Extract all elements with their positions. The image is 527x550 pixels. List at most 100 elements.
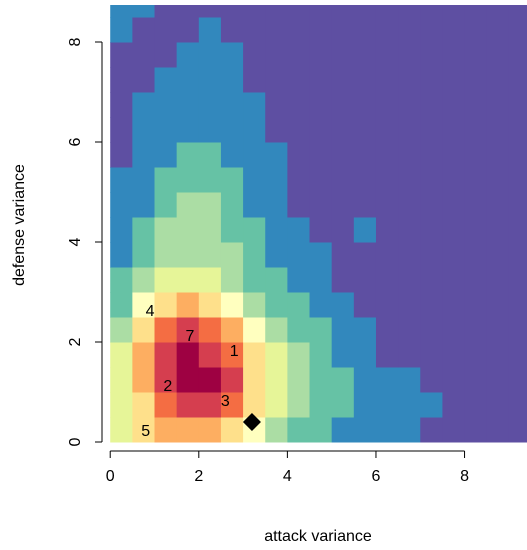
heat-cell (398, 217, 421, 243)
heat-cell (508, 167, 527, 193)
heat-cell (331, 342, 355, 368)
heat-cell (331, 5, 355, 18)
heat-cell (287, 42, 311, 68)
heat-cell (132, 92, 156, 118)
heat-cell (420, 142, 443, 168)
heat-cell (154, 342, 178, 368)
y-tick-label: 8 (67, 37, 84, 46)
heat-cell (132, 317, 156, 343)
heat-cell (132, 342, 156, 368)
heat-cell (243, 342, 266, 368)
heat-cell (486, 267, 510, 293)
heat-cell (331, 167, 355, 193)
heat-cell (309, 142, 333, 168)
heat-cell (265, 292, 288, 318)
heat-cell (287, 267, 311, 293)
heat-cell (464, 342, 488, 368)
heat-cell (176, 317, 200, 343)
heat-cell (176, 117, 200, 143)
heat-cell (198, 242, 222, 268)
heat-cell (176, 92, 200, 118)
heat-cell (132, 42, 156, 68)
heat-cell (486, 292, 510, 318)
heat-cell (398, 242, 421, 268)
heat-cell (110, 392, 133, 418)
heat-cell (508, 67, 527, 93)
heat-cell (110, 67, 133, 93)
heat-cell (442, 367, 466, 393)
heat-cell (220, 267, 244, 293)
heat-cell (309, 367, 333, 393)
heat-cell (265, 142, 288, 168)
point-label: 4 (146, 303, 155, 320)
heat-cell (486, 242, 510, 268)
heat-cell (331, 217, 355, 243)
heat-cell (309, 392, 333, 418)
diamond-marker (242, 413, 261, 431)
heat-cell (287, 142, 311, 168)
heat-cell (176, 17, 200, 43)
heat-cell (176, 217, 200, 243)
heat-cell (154, 117, 178, 143)
heat-cell (508, 217, 527, 243)
heat-cell (420, 342, 443, 368)
heat-cell (353, 417, 377, 443)
heat-cell (375, 117, 399, 143)
y-tick-label: 0 (67, 437, 84, 446)
heat-cell (265, 267, 288, 293)
heat-cell (110, 167, 133, 193)
heat-cell (464, 142, 488, 168)
heat-cell (508, 367, 527, 393)
heat-cell (353, 92, 377, 118)
heat-cell (176, 342, 200, 368)
heat-cell (176, 417, 200, 443)
heat-cell (198, 217, 222, 243)
heat-cell (398, 67, 421, 93)
heat-cell (442, 5, 466, 18)
heat-cell (442, 42, 466, 68)
heat-cell (265, 392, 288, 418)
point-label: 1 (230, 343, 239, 360)
heat-cell (508, 267, 527, 293)
heat-cell (309, 317, 333, 343)
heat-cell (132, 217, 156, 243)
heat-cell (420, 367, 443, 393)
heat-cell (375, 142, 399, 168)
heat-cell (464, 67, 488, 93)
heat-cell (508, 142, 527, 168)
heat-cell (265, 42, 288, 68)
heat-cell (287, 392, 311, 418)
heat-cell (110, 117, 133, 143)
heat-cell (486, 192, 510, 218)
heat-cell (132, 242, 156, 268)
heat-cell (243, 167, 266, 193)
heat-cell (375, 167, 399, 193)
heat-cell (287, 367, 311, 393)
heat-cell (243, 292, 266, 318)
heat-cell (176, 367, 200, 393)
heat-cell (464, 317, 488, 343)
heat-cell (486, 67, 510, 93)
heat-cell (198, 117, 222, 143)
heat-cell (154, 317, 178, 343)
heat-cell (220, 292, 244, 318)
heat-cell (375, 392, 399, 418)
heat-cell (265, 5, 288, 18)
heat-cell (375, 17, 399, 43)
heat-cell (442, 342, 466, 368)
heat-cell (464, 367, 488, 393)
heat-cell (375, 92, 399, 118)
heat-cell (375, 67, 399, 93)
heat-cell (420, 17, 443, 43)
heat-cell (486, 167, 510, 193)
heat-cell (176, 142, 200, 168)
heat-cell (287, 417, 311, 443)
heat-cell (508, 392, 527, 418)
heat-cell (220, 67, 244, 93)
heat-cell (486, 117, 510, 143)
heat-cell (176, 292, 200, 318)
heat-cell (420, 317, 443, 343)
heat-cell (287, 5, 311, 18)
y-axis-label: defense variance (11, 164, 28, 286)
heat-cell (331, 242, 355, 268)
